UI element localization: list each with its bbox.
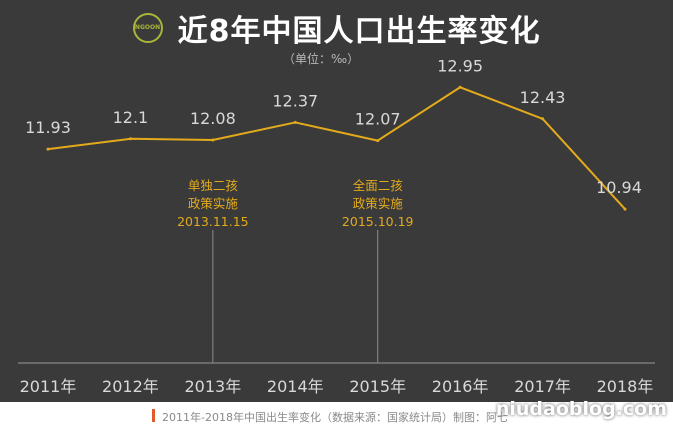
- data-label: 12.37: [272, 91, 318, 110]
- annotation-text: 全面二孩: [353, 178, 403, 193]
- x-tick-label: 2014年: [267, 377, 324, 396]
- title-area: NGOON 近8年中国人口出生率变化: [0, 6, 673, 50]
- x-tick-label: 2011年: [20, 377, 77, 396]
- logo-icon: NGOON: [132, 13, 163, 43]
- data-point: [376, 139, 380, 143]
- data-label: 12.07: [355, 110, 401, 129]
- data-point: [128, 137, 132, 141]
- x-tick-label: 2013年: [184, 377, 241, 396]
- chart-title: 近8年中国人口出生率变化: [177, 14, 541, 49]
- footer-accent-bar: [152, 409, 155, 422]
- data-point: [458, 85, 462, 89]
- x-tick-label: 2018年: [597, 377, 654, 396]
- annotation-text: 政策实施: [353, 196, 404, 211]
- data-label: 12.95: [437, 56, 483, 75]
- data-label: 12.43: [520, 88, 566, 107]
- x-tick-label: 2012年: [102, 377, 159, 396]
- data-point: [541, 117, 545, 121]
- data-point: [293, 120, 297, 124]
- annotation-text: 2015.10.19: [342, 214, 414, 229]
- data-label: 12.08: [190, 109, 236, 128]
- data-label: 12.1: [113, 108, 149, 127]
- x-tick-label: 2015年: [349, 377, 406, 396]
- data-label: 11.93: [25, 118, 71, 137]
- x-tick-label: 2016年: [432, 377, 489, 396]
- annotation-text: 单独二孩: [188, 178, 238, 193]
- watermark: niudaoblog.com: [495, 398, 667, 420]
- unit-label: （单位：‰）: [283, 52, 360, 66]
- footer: 2011年-2018年中国出生率变化（数据来源：国家统计局）制图：阿七: [0, 402, 673, 430]
- x-tick-label: 2017年: [514, 377, 571, 396]
- annotation-text: 政策实施: [188, 196, 239, 211]
- data-point: [46, 147, 50, 151]
- annotation-text: 2013.11.15: [177, 214, 249, 229]
- data-point: [211, 138, 215, 142]
- data-label: 10.94: [596, 178, 642, 197]
- footer-source-text: 2011年-2018年中国出生率变化（数据来源：国家统计局）制图：阿七: [162, 411, 508, 424]
- logo-text: NGOON: [134, 24, 161, 31]
- series-line: [47, 86, 626, 210]
- data-point: [623, 207, 627, 211]
